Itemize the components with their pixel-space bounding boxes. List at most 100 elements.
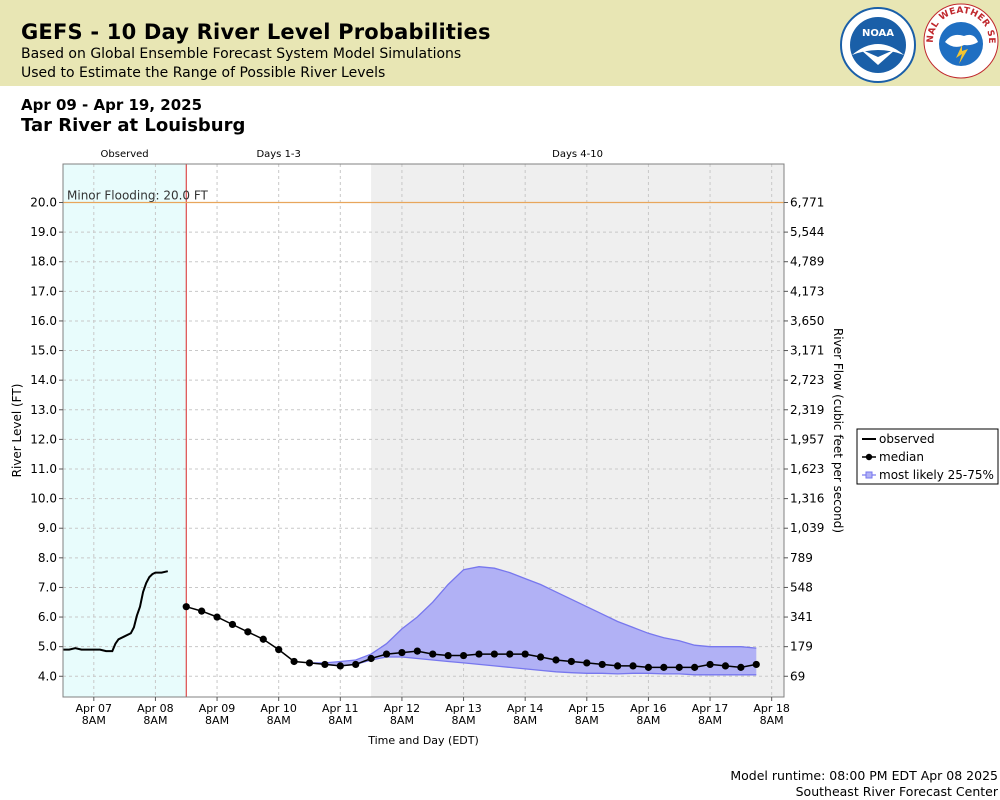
- river-level-chart: Observed Days 1-3 Days 4-10 Minor Flooding:…: [10, 149, 999, 747]
- x-tick-label: Apr 09: [199, 702, 236, 715]
- median-point: [737, 663, 745, 671]
- median-point: [521, 650, 529, 658]
- x-tick-sublabel: 8AM: [267, 714, 291, 727]
- median-point: [259, 635, 267, 643]
- x-tick-label: Apr 18: [753, 702, 790, 715]
- median-point: [536, 653, 545, 661]
- median-point: [721, 662, 730, 670]
- median-point: [567, 657, 575, 666]
- y-tick-label: 16.0: [30, 314, 57, 328]
- x-tick-sublabel: 8AM: [328, 714, 352, 727]
- median-point: [506, 650, 514, 658]
- nws-logo: NATIONAL WEATHER SERVICE: [922, 2, 999, 79]
- model-runtime: Model runtime: 08:00 PM EDT Apr 08 2025: [730, 768, 998, 783]
- x-tick-label: Apr 15: [569, 702, 606, 715]
- x-tick-label: Apr 14: [507, 702, 544, 715]
- median-point: [583, 659, 591, 667]
- median-point: [290, 657, 298, 666]
- x-tick-sublabel: 8AM: [205, 714, 229, 727]
- median-point: [305, 659, 314, 667]
- likely-range-upper-edge: [309, 566, 757, 664]
- legend-label-observed: observed: [879, 432, 935, 446]
- x-tick-sublabel: 8AM: [452, 714, 476, 727]
- median-point: [352, 660, 360, 669]
- legend-label-band: most likely 25-75%: [879, 468, 994, 482]
- y2-tick-label: 4,173: [790, 284, 824, 298]
- median-point: [382, 650, 391, 658]
- x-tick-sublabel: 8AM: [760, 714, 784, 727]
- page-title: GEFS - 10 Day River Level Probabilities: [21, 20, 491, 44]
- median-point: [475, 650, 483, 658]
- y-tick-label: 17.0: [30, 284, 57, 298]
- y-tick-label: 7.0: [38, 580, 57, 594]
- y-tick-label: 5.0: [38, 640, 57, 654]
- x-tick-label: Apr 13: [445, 702, 482, 715]
- median-point: [336, 662, 344, 670]
- median-point: [552, 656, 560, 664]
- y2-tick-label: 3,650: [790, 314, 824, 328]
- subtitle-line-1: Based on Global Ensemble Forecast System…: [21, 46, 462, 62]
- y-tick-label: 19.0: [30, 225, 57, 239]
- x-axis-label: Time and Day (EDT): [367, 734, 479, 747]
- median-point: [644, 663, 653, 671]
- y2-tick-label: 5,544: [790, 225, 824, 239]
- noaa-logo-text: NOAA: [862, 28, 894, 39]
- x-tick-sublabel: 8AM: [82, 714, 106, 727]
- plot-border: [62, 163, 785, 698]
- y2-tick-label: 3,171: [790, 344, 824, 358]
- y-tick-label: 20.0: [30, 195, 57, 209]
- subtitle-line-2: Used to Estimate the Range of Possible R…: [21, 65, 386, 81]
- median-point: [675, 663, 683, 671]
- y-axis-label: River Level (FT): [10, 384, 24, 478]
- y2-tick-label: 1,623: [790, 462, 824, 476]
- y2-tick-label: 69: [790, 669, 805, 683]
- region-label-2: Days 4-10: [552, 149, 603, 160]
- y2-tick-label: 1,957: [790, 432, 824, 446]
- y2-tick-label: 6,771: [790, 195, 824, 209]
- region-label-1: Days 1-3: [256, 149, 300, 160]
- minor-flood-label: Minor Flooding: 20.0 FT: [67, 188, 209, 202]
- y2-tick-label: 789: [790, 551, 813, 565]
- forecast-center: Southeast River Forecast Center: [795, 784, 998, 799]
- median-point: [706, 660, 714, 669]
- median-point: [413, 647, 421, 655]
- median-point: [398, 648, 406, 657]
- x-tick-sublabel: 8AM: [513, 714, 537, 727]
- y2-axis-label: River Flow (cubic feet per second): [831, 328, 845, 533]
- median-point: [244, 628, 252, 636]
- y-tick-label: 15.0: [30, 344, 57, 358]
- observed-line: [63, 570, 169, 653]
- x-tick-label: Apr 08: [137, 702, 174, 715]
- median-point: [614, 662, 622, 670]
- legend-swatch-median-dot: [865, 453, 873, 461]
- legend-swatch-band-square: [865, 471, 873, 479]
- median-point: [444, 651, 452, 660]
- region-label-0: Observed: [101, 149, 149, 160]
- x-tick-label: Apr 10: [260, 702, 297, 715]
- median-point: [660, 663, 668, 671]
- y2-tick-label: 1,316: [790, 492, 824, 506]
- x-tick-sublabel: 8AM: [575, 714, 599, 727]
- x-tick-sublabel: 8AM: [636, 714, 660, 727]
- y2-tick-label: 179: [790, 640, 813, 654]
- x-tick-label: Apr 11: [322, 702, 359, 715]
- location-title: Tar River at Louisburg: [21, 115, 246, 136]
- median-point: [198, 607, 206, 615]
- median-point: [367, 654, 375, 663]
- median-point: [182, 603, 190, 611]
- median-point: [213, 613, 221, 621]
- y2-tick-label: 341: [790, 610, 813, 624]
- y-tick-label: 12.0: [30, 432, 57, 446]
- median-point: [321, 660, 329, 669]
- median-point: [691, 663, 699, 671]
- y2-tick-label: 4,789: [790, 255, 824, 269]
- median-point: [752, 660, 760, 669]
- noaa-logo: NOAA: [840, 7, 916, 83]
- median-point: [598, 660, 606, 669]
- x-tick-label: Apr 12: [384, 702, 421, 715]
- median-point: [629, 662, 637, 670]
- x-tick-label: Apr 07: [76, 702, 113, 715]
- y-tick-label: 4.0: [38, 669, 57, 683]
- median-point: [275, 646, 283, 654]
- x-tick-sublabel: 8AM: [698, 714, 722, 727]
